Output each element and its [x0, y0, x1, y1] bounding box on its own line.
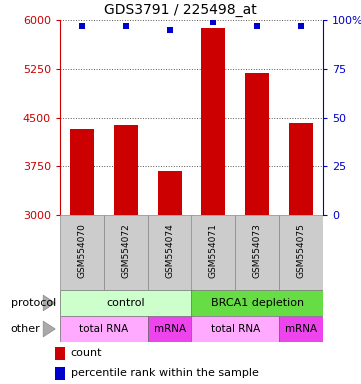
Bar [235, 215, 279, 290]
Text: GSM554072: GSM554072 [121, 223, 130, 278]
Text: GSM554075: GSM554075 [297, 223, 305, 278]
Bar [104, 215, 148, 290]
Text: GSM554073: GSM554073 [253, 223, 262, 278]
Text: mRNA: mRNA [285, 324, 317, 334]
Bar [148, 316, 191, 342]
Text: other: other [11, 324, 40, 334]
Bar [148, 215, 191, 290]
Bar [56, 347, 65, 360]
Polygon shape [43, 295, 55, 311]
Bar [56, 367, 65, 380]
Bar [191, 215, 235, 290]
Text: BRCA1 depletion: BRCA1 depletion [211, 298, 304, 308]
Bar [201, 28, 226, 215]
Bar [279, 215, 323, 290]
Text: total RNA: total RNA [79, 324, 129, 334]
Bar [191, 290, 323, 316]
Bar [60, 290, 191, 316]
Text: count: count [71, 348, 102, 358]
Text: mRNA: mRNA [153, 324, 186, 334]
Bar [114, 125, 138, 215]
Text: GSM554070: GSM554070 [77, 223, 86, 278]
Bar [289, 123, 313, 215]
Point [255, 23, 260, 29]
Text: total RNA: total RNA [211, 324, 260, 334]
Bar [60, 316, 148, 342]
Text: protocol: protocol [11, 298, 56, 308]
Bar [157, 171, 182, 215]
Bar [279, 316, 323, 342]
Point [298, 23, 304, 29]
Bar [191, 316, 279, 342]
Point [79, 23, 85, 29]
Point [167, 26, 173, 33]
Bar [70, 129, 94, 215]
Text: percentile rank within the sample: percentile rank within the sample [71, 369, 258, 379]
Point [123, 23, 129, 29]
Polygon shape [43, 321, 55, 337]
Text: GDS3791 / 225498_at: GDS3791 / 225498_at [104, 3, 257, 17]
Text: GSM554071: GSM554071 [209, 223, 218, 278]
Text: control: control [106, 298, 145, 308]
Bar [245, 73, 269, 215]
Text: GSM554074: GSM554074 [165, 223, 174, 278]
Bar [60, 215, 104, 290]
Point [210, 19, 216, 25]
